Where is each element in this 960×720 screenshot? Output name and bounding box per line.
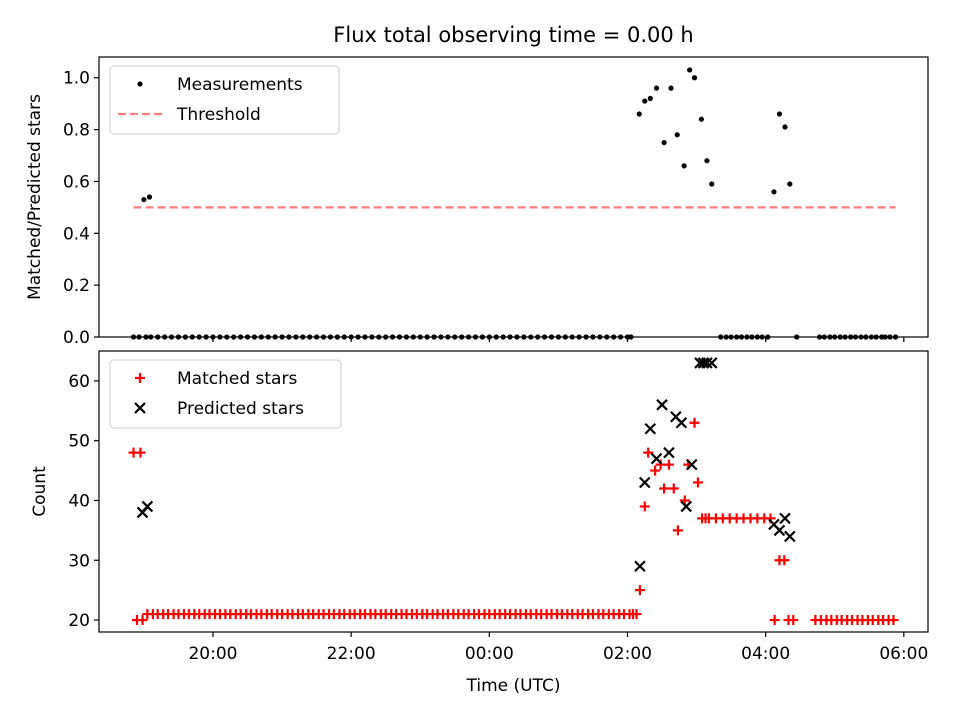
data-point [704,158,710,164]
data-point [634,560,646,573]
data-point [668,85,674,91]
y-tick-label: 0.0 [63,328,90,348]
y-tick-label: 0.2 [63,276,90,296]
data-point [642,98,648,104]
data-point [135,447,146,458]
y-tick-label: 1.0 [63,69,90,89]
legend: Measurements Threshold [109,65,340,135]
x-tick-label: 00:00 [465,644,514,664]
data-point [672,525,683,536]
data-point [636,111,642,117]
data-point [663,446,675,459]
data-point [650,452,663,465]
data-point [779,512,791,525]
data-point [674,132,680,138]
data-point [663,459,674,470]
data-point [659,483,670,494]
y-tick-label: 40 [68,491,90,511]
chart-title: Flux total observing time = 0.00 h [333,23,693,47]
y-axis-label: Count [30,466,50,517]
x-tick-label: 02:00 [603,644,652,664]
data-point [787,181,793,187]
data-point [769,615,780,626]
data-point [888,615,899,626]
data-point [638,476,651,489]
x-tick-label: 06:00 [879,644,928,664]
legend-box [109,65,340,135]
data-point [631,609,642,620]
data-point [634,585,645,596]
data-point [675,416,688,429]
x-tick-label: 22:00 [327,644,376,664]
y-tick-label: 20 [68,611,90,631]
y-tick-label: 0.4 [63,224,90,244]
data-point [705,357,718,369]
data-point [137,615,148,626]
data-point [650,465,661,476]
data-point [689,417,700,428]
data-point [668,483,679,494]
data-point [644,422,657,435]
ratio-panel: 0.0 0.2 0.4 0.6 0.8 1.0 Matched/Predicted star… [25,56,929,348]
data-point [661,139,667,146]
data-point [691,75,698,81]
legend-marker [134,402,146,414]
plot-frame [98,56,929,338]
data-point [782,124,788,130]
data-point [141,500,154,513]
data-point [773,524,786,537]
x-tick-label: 20:00 [188,644,237,664]
data-point [647,95,653,102]
legend: Matched stars Predicted stars [109,359,342,429]
data-point [709,181,715,187]
legend-label: Measurements [177,75,303,95]
legend-marker [137,81,143,87]
data-point [643,447,654,458]
y-tick-label: 0.6 [63,172,90,192]
data-point [788,615,799,626]
y-tick-label: 50 [68,432,90,452]
data-point [680,500,692,513]
legend-label: Matched stars [177,369,297,389]
data-point [687,67,693,73]
data-point [653,85,660,91]
legend-label: Predicted stars [177,399,304,419]
data-point [701,357,713,369]
data-point [779,555,790,566]
data-point [146,194,153,200]
x-tick-label: 04:00 [741,644,790,664]
series-matched-stars [128,417,899,626]
x-axis-label: Time (UTC) [466,676,561,696]
data-point [692,477,703,488]
legend-box [109,359,342,429]
count-panel: 20:00 22:00 00:00 02:00 04:00 06:00 20 30 40 50 60… [30,350,929,664]
y-axis-label: Matched/Predicted stars [25,94,45,300]
data-point [639,501,650,512]
series-predicted-stars [136,357,796,573]
legend-marker [135,373,145,383]
data-point [656,399,668,411]
legend-label: Threshold [176,105,261,125]
data-point [784,530,796,543]
data-point [697,357,710,369]
data-point [681,163,687,169]
data-point [776,111,783,117]
y-tick-label: 30 [68,551,90,571]
plot-frame [98,350,929,633]
y-tick-label: 60 [68,372,90,392]
data-point [771,189,777,195]
data-point [685,458,698,471]
y-tick-label: 0.8 [63,121,90,141]
data-point [698,116,705,122]
data-point [141,196,147,203]
